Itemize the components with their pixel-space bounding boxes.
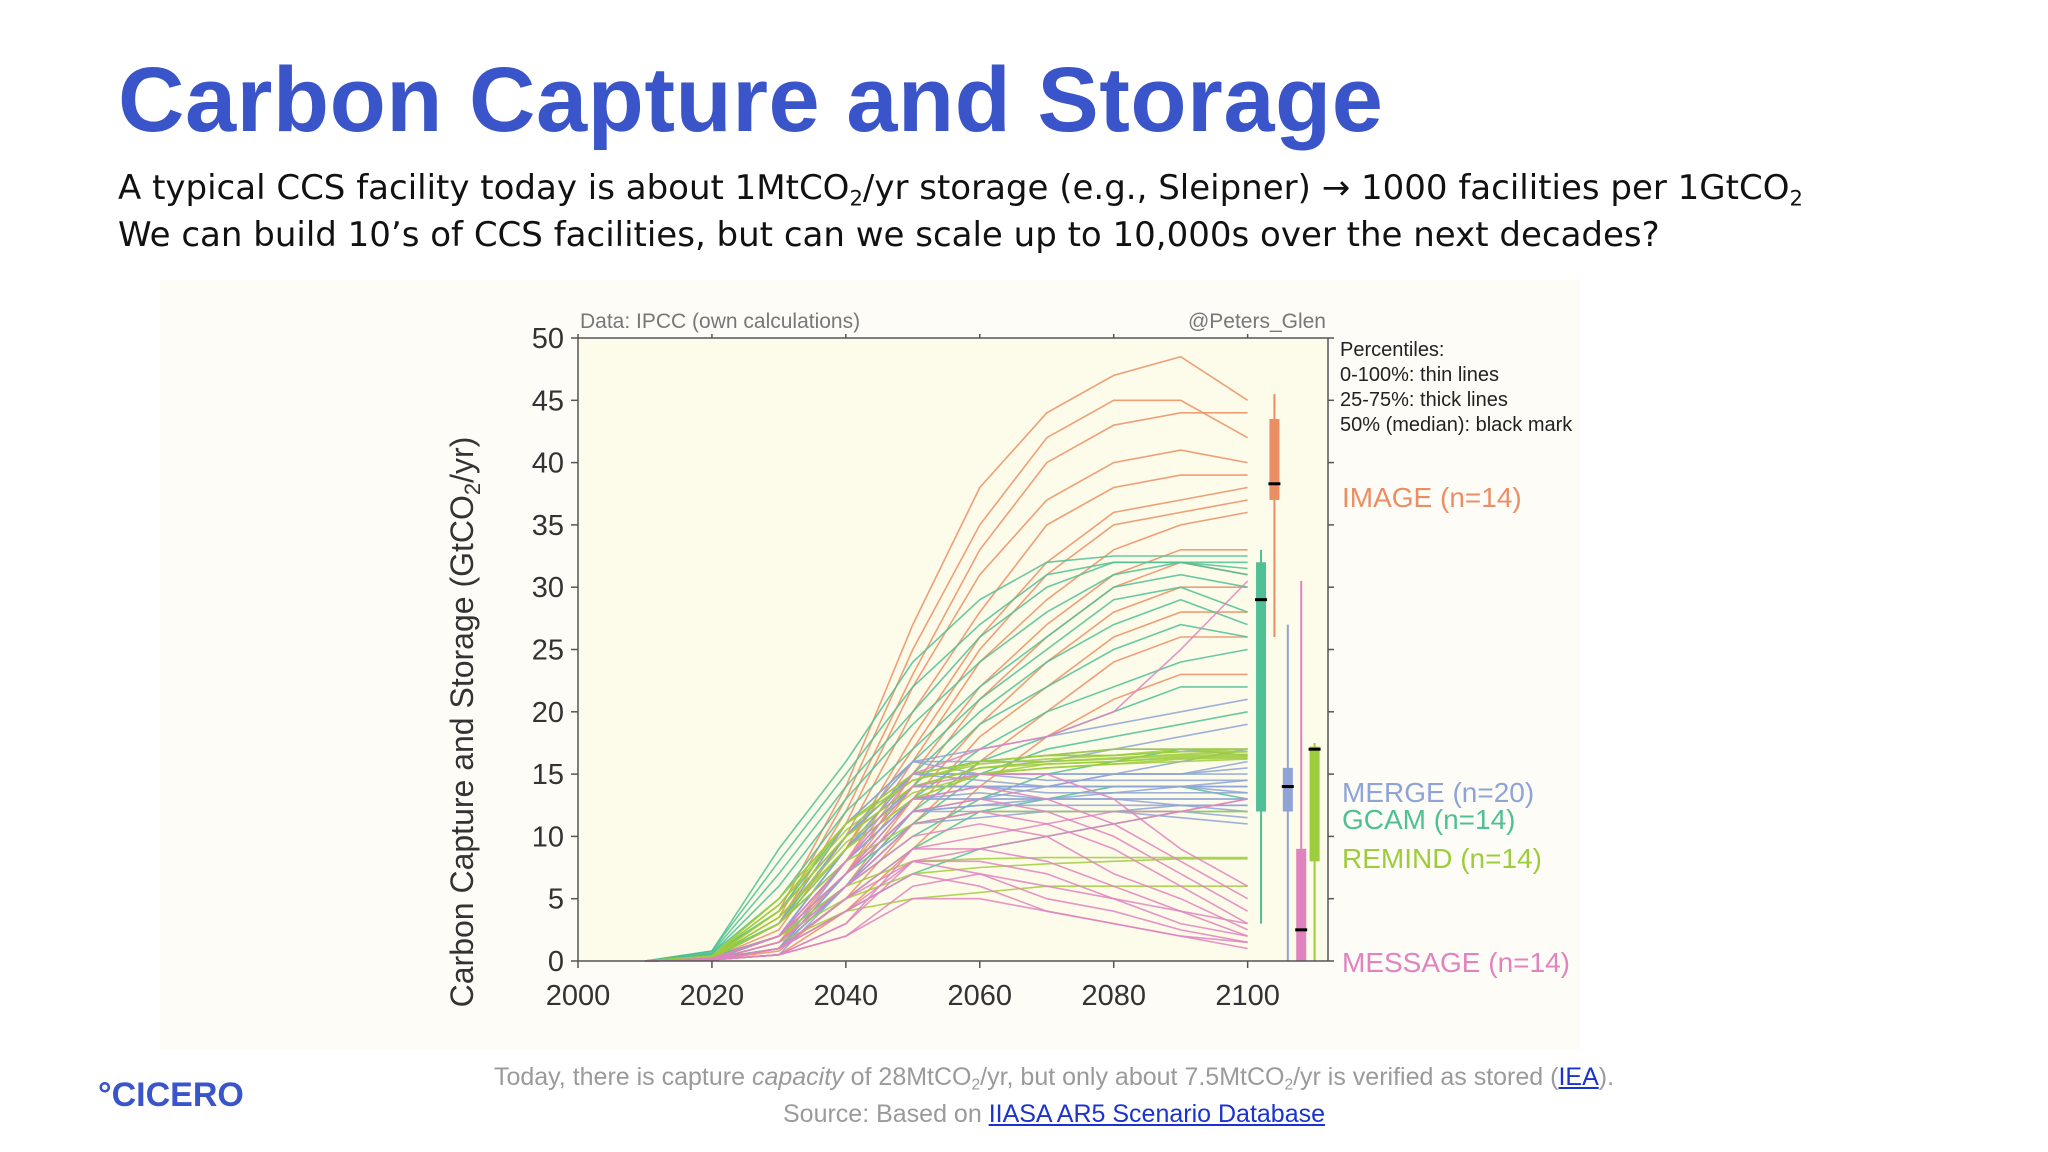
iiasa-database-link[interactable]: IIASA AR5 Scenario Database: [988, 1100, 1326, 1128]
intro-line-1-b: /yr storage (e.g., Sleipner) → 1000 faci…: [862, 168, 1790, 208]
gcam-series-line: [644, 561, 1248, 962]
y-tick-label: 50: [532, 323, 564, 355]
y-tick-label: 0: [548, 946, 564, 978]
y-axis-label: Carbon Capture and Storage (GtCO2/yr): [444, 437, 485, 1008]
intro-line-1-sub-1: 2: [849, 185, 863, 211]
note-e: ).: [1598, 1063, 1615, 1091]
series-layer: [644, 355, 1249, 962]
intro-line-1-a: A typical CCS facility today is about 1M…: [118, 168, 850, 208]
y-axis-label-main: Carbon Capture and Storage (GtCO: [444, 495, 480, 1007]
remind-series-line: [644, 750, 1248, 962]
x-tick-label: 2100: [1215, 980, 1280, 1012]
gcam-series-line: [644, 573, 1248, 962]
note-a: Today, there is capture: [493, 1063, 752, 1091]
image-model-label: IMAGE (n=14): [1342, 482, 1522, 513]
y-tick-label: 35: [532, 510, 564, 542]
x-tick-label: 2020: [680, 980, 745, 1012]
legend-line: 50% (median): black mark: [1340, 414, 1573, 436]
legend-line: 25-75%: thick lines: [1340, 389, 1508, 411]
note-c: /yr, but only about 7.5MtCO: [980, 1063, 1285, 1091]
intro-line-2: We can build 10’s of CCS facilities, but…: [118, 215, 1660, 255]
y-tick-label: 15: [532, 759, 564, 791]
intro-line-1: A typical CCS facility today is about 1M…: [118, 168, 1803, 208]
y-tick-label: 5: [548, 884, 564, 916]
y-axis-label-sub: 2: [460, 483, 485, 495]
message-series-line: [644, 798, 1248, 962]
gcam-iqr-box: [1256, 562, 1267, 812]
message-iqr-box: [1296, 848, 1307, 961]
credit-right: @Peters_Glen: [1188, 310, 1326, 333]
note-d: /yr is verified as stored (: [1293, 1063, 1559, 1091]
legend-line: Percentiles:: [1340, 339, 1445, 361]
message-series-line: [644, 897, 1248, 962]
gcam-series-line: [644, 598, 1248, 962]
cicero-logo: °CICERO: [98, 1076, 244, 1114]
x-tick-label: 2040: [814, 980, 879, 1012]
y-tick-label: 45: [532, 385, 564, 417]
credit-left: Data: IPCC (own calculations): [580, 310, 860, 333]
remind-iqr-box: [1309, 746, 1320, 862]
gcam-series-line: [644, 561, 1248, 962]
legend-line: 0-100%: thin lines: [1340, 364, 1499, 386]
x-tick-label: 2060: [948, 980, 1013, 1012]
capacity-note: Today, there is capture capacity of 28Mt…: [30, 1063, 2048, 1094]
x-tick-label: 2000: [546, 980, 611, 1012]
axis-layer: 0 5 10 15 20 25 30 35 40 45 50 2000 2020 2040 2060 2080…: [532, 323, 1334, 1012]
note-sub-2: 2: [1284, 1076, 1294, 1094]
merge-iqr-box: [1282, 767, 1293, 812]
intro-line-1-sub-2: 2: [1789, 185, 1803, 211]
gcam-series-line: [644, 555, 1248, 962]
message-model-label: MESSAGE (n=14): [1342, 947, 1570, 978]
note-b: of 28MtCO: [843, 1063, 972, 1091]
y-tick-label: 40: [532, 448, 564, 480]
remind-series-line: [644, 748, 1248, 962]
y-tick-label: 25: [532, 635, 564, 667]
note-sub-1: 2: [971, 1076, 981, 1094]
merge-model-label: MERGE (n=20): [1342, 777, 1534, 808]
remind-model-label: REMIND (n=14): [1342, 843, 1542, 874]
y-tick-label: 20: [532, 697, 564, 729]
x-tick-label: 2080: [1081, 980, 1146, 1012]
slide-title: Carbon Capture and Storage: [118, 49, 1384, 151]
source-a: Source: Based on: [782, 1100, 989, 1128]
note-em: capacity: [751, 1063, 844, 1091]
gcam-model-label: GCAM (n=14): [1342, 804, 1516, 835]
y-tick-label: 10: [532, 821, 564, 853]
image-series-line: [644, 474, 1248, 962]
legend: Percentiles: 0-100%: thin lines 25-75%: th…: [1340, 339, 1573, 436]
y-tick-label: 30: [532, 572, 564, 604]
y-axis-label-end: /yr): [444, 437, 480, 483]
source-note: Source: Based on IIASA AR5 Scenario Data…: [30, 1100, 2048, 1129]
iea-link[interactable]: IEA: [1558, 1063, 1599, 1091]
image-iqr-box: [1269, 418, 1280, 500]
box-layer: [1255, 394, 1321, 961]
model-labels: IMAGE (n=14) GCAM (n=14)MERGE (n=20) REMIN…: [1342, 482, 1570, 978]
message-series-line: [644, 823, 1248, 962]
